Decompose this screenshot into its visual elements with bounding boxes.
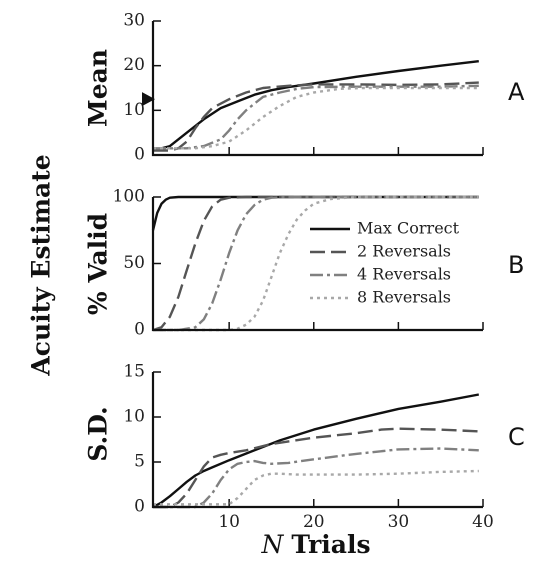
y-tick-label: 10 [123, 100, 145, 120]
legend-label: 2 Reversals [357, 242, 451, 261]
y-tick-label: 50 [123, 253, 145, 273]
xlabel-bold: Trials [291, 530, 370, 559]
series-line-8-reversals [153, 469, 479, 506]
y-tick-label: 15 [123, 362, 145, 382]
xlabel: N Trials [260, 530, 370, 559]
legend-label: Max Correct [357, 219, 460, 238]
legend-label: 8 Reversals [357, 288, 451, 307]
ticks-mean: 0 10 20 30 [123, 11, 484, 165]
shared-ylabel: Acuity Estimate [27, 154, 56, 376]
series-line-2-reversals [153, 427, 479, 509]
triangle-marker [142, 92, 155, 107]
x-tick-label: 40 [472, 512, 494, 532]
panel-letter-a: A [508, 78, 525, 106]
y-tick-label: 20 [123, 55, 145, 75]
panel-mean: Mean 0 10 20 30 A [84, 11, 526, 165]
y-tick-label: 30 [123, 11, 145, 31]
xlabel-italic: N [260, 530, 284, 559]
y-tick-label: 0 [134, 497, 145, 517]
y-tick-label: 100 [113, 187, 145, 207]
ticks-sd: 0 5 10 15 10 20 30 40 [123, 362, 493, 533]
series-line-4-reversals [153, 195, 479, 332]
y-tick-label: 5 [134, 452, 145, 472]
series-line-4-reversals [153, 447, 479, 509]
series-line-4-reversals [153, 84, 479, 150]
y-tick-label: 0 [134, 145, 145, 165]
series-line-2-reversals [152, 195, 479, 332]
panel-letter-c: C [508, 423, 525, 451]
x-tick-label: 20 [303, 512, 325, 532]
axis-frame-valid [151, 197, 483, 332]
y-tick-label: 10 [123, 407, 145, 427]
panel-sd: S.D. 0 5 10 15 10 20 30 40 C [84, 362, 525, 533]
axis-frame-sd [151, 372, 483, 509]
series-line-max-correct [152, 393, 480, 509]
plot-sd [152, 393, 480, 509]
ylabel-valid: % Valid [84, 213, 113, 315]
series-line-8-reversals [153, 195, 479, 332]
axis-frame-mean [151, 21, 483, 157]
legend-label: 4 Reversals [357, 265, 451, 284]
x-tick-label: 10 [218, 512, 240, 532]
ticks-valid: 0 50 100 [113, 187, 484, 340]
x-tick-label: 30 [388, 512, 410, 532]
plot-mean [142, 60, 479, 152]
ylabel-mean: Mean [84, 49, 113, 127]
series-line-8-reversals [153, 86, 479, 150]
panel-letter-b: B [508, 251, 524, 279]
legend: Max Correct 2 Reversals 4 Reversals 8 Rever… [310, 219, 460, 307]
y-tick-label: 0 [134, 320, 145, 340]
panel-valid: % Valid 0 50 100 B Max Correct 2 Reversals 4… [84, 187, 525, 340]
series-line-2-reversals [153, 81, 479, 152]
plot-valid [151, 195, 479, 332]
series-line-max-correct [152, 60, 479, 152]
ylabel-sd: S.D. [84, 406, 113, 461]
